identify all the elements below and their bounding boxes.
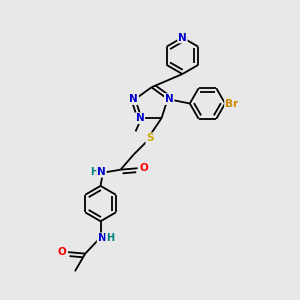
Text: N: N [136, 113, 144, 123]
Text: S: S [146, 133, 154, 143]
Text: H: H [106, 233, 114, 243]
Text: N: N [165, 94, 174, 104]
Text: N: N [178, 32, 187, 43]
Text: O: O [57, 247, 66, 257]
Text: H: H [91, 167, 99, 177]
Text: Br: Br [225, 98, 238, 109]
Text: N: N [129, 94, 138, 104]
Text: N: N [97, 167, 106, 177]
Text: O: O [139, 163, 148, 173]
Text: N: N [98, 233, 106, 243]
